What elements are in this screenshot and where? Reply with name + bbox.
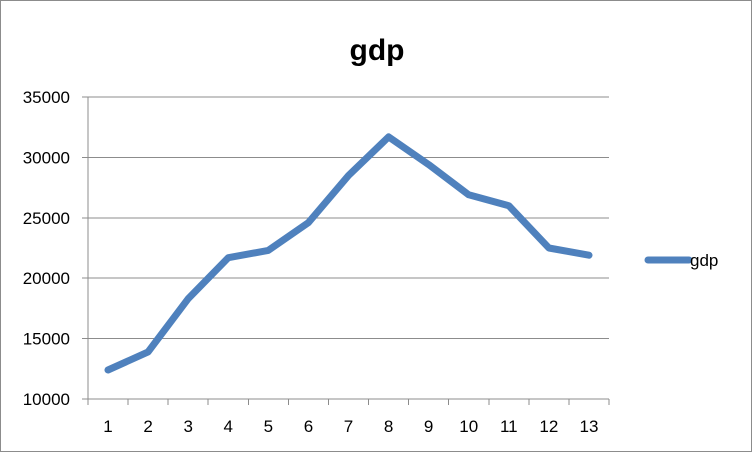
series-line-gdp xyxy=(108,137,589,370)
x-tick-label-4: 4 xyxy=(224,417,233,436)
x-tick-label-2: 2 xyxy=(143,417,152,436)
x-tick-label-12: 12 xyxy=(539,417,558,436)
x-tick-label-10: 10 xyxy=(459,417,478,436)
y-tick-label-30000: 30000 xyxy=(23,148,70,167)
x-tick-label-11: 11 xyxy=(500,417,518,436)
legend: gdp xyxy=(648,251,718,270)
x-tick-label-7: 7 xyxy=(344,417,353,436)
y-tick-label-20000: 20000 xyxy=(23,269,70,288)
chart-title: gdp xyxy=(350,34,405,67)
x-tick-label-9: 9 xyxy=(424,417,433,436)
gridlines xyxy=(88,97,609,339)
x-tick-label-3: 3 xyxy=(183,417,192,436)
x-tick-label-5: 5 xyxy=(264,417,273,436)
series-layer xyxy=(108,137,589,370)
x-tick-label-8: 8 xyxy=(384,417,393,436)
y-tick-label-15000: 15000 xyxy=(23,330,70,349)
y-tick-label-25000: 25000 xyxy=(23,209,70,228)
y-tick-label-10000: 10000 xyxy=(23,390,70,409)
x-tick-label-1: 1 xyxy=(103,417,112,436)
x-tick-label-6: 6 xyxy=(304,417,313,436)
y-tick-label-35000: 35000 xyxy=(23,88,70,107)
legend-label-gdp: gdp xyxy=(690,251,718,270)
x-tick-label-13: 13 xyxy=(580,417,599,436)
